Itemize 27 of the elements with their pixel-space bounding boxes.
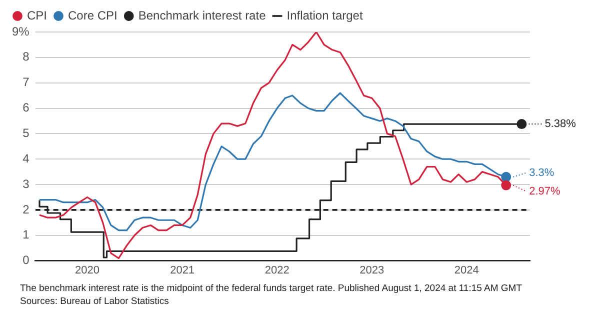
text: The benchmark interest rate is the midpoint of the federal funds target rate. Published August 1, 2024 at 11:15 AM GMT [20,282,524,295]
y-tick-label: 7 [22,75,30,90]
y-tick-label: 8 [22,50,30,64]
source-note: Sources: Bureau of Labor Statistics [20,295,170,308]
legend-label: Core CPI [68,8,118,22]
data-label: 3.3% [529,166,554,179]
point [501,180,512,190]
x-tick-label: 2023 [360,264,384,276]
x-tick-label: 2020 [75,264,100,276]
y-tick-label: 3 [22,176,30,191]
x-tick-label: 2024 [454,264,479,276]
point [501,172,512,182]
y-tick-label: 0 [22,253,30,268]
data-label: 2.97% [529,185,561,198]
y-tick-label: 4 [22,151,30,166]
x-tick-label: 2022 [264,264,290,276]
data-label: 5.38% [544,118,576,130]
legend-label: Inflation target [286,8,364,22]
y-tick-label: 1 [22,228,30,242]
y-tick-label: 2 [22,202,30,216]
x-tick-label: 2021 [170,264,195,276]
legend-label: Benchmark interest rate [138,8,266,22]
legend-label: CPI [27,8,48,22]
y-tick-label: 5 [22,126,30,140]
point [516,119,527,130]
y-tick-label: 9% [12,24,30,38]
y-tick-label: 6 [22,100,30,115]
